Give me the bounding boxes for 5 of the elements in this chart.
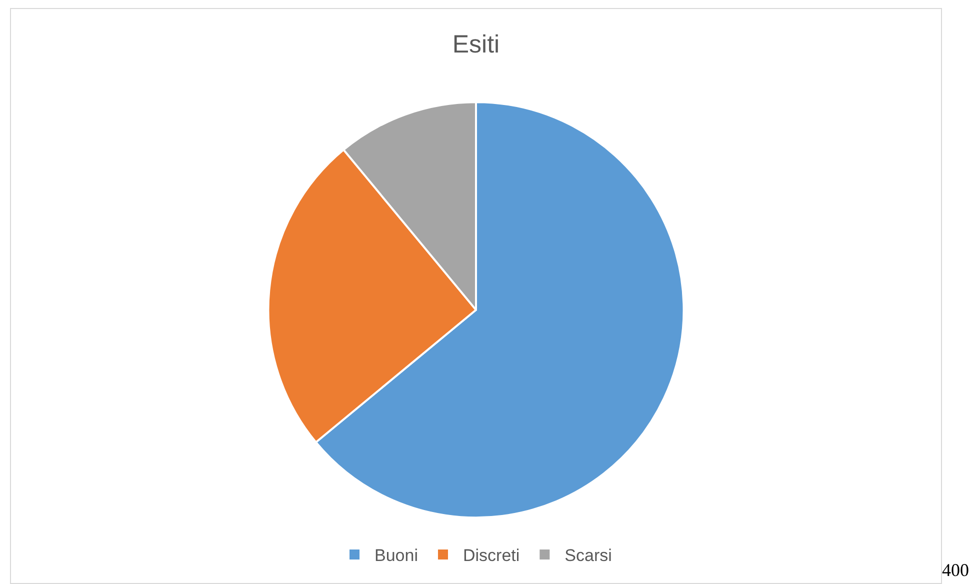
legend-label: Scarsi [564, 546, 612, 566]
text: 400 [942, 560, 969, 581]
chart-title: Esiti [452, 30, 500, 58]
legend-label: Discreti [462, 546, 520, 566]
legend-label: Buoni [374, 546, 418, 566]
